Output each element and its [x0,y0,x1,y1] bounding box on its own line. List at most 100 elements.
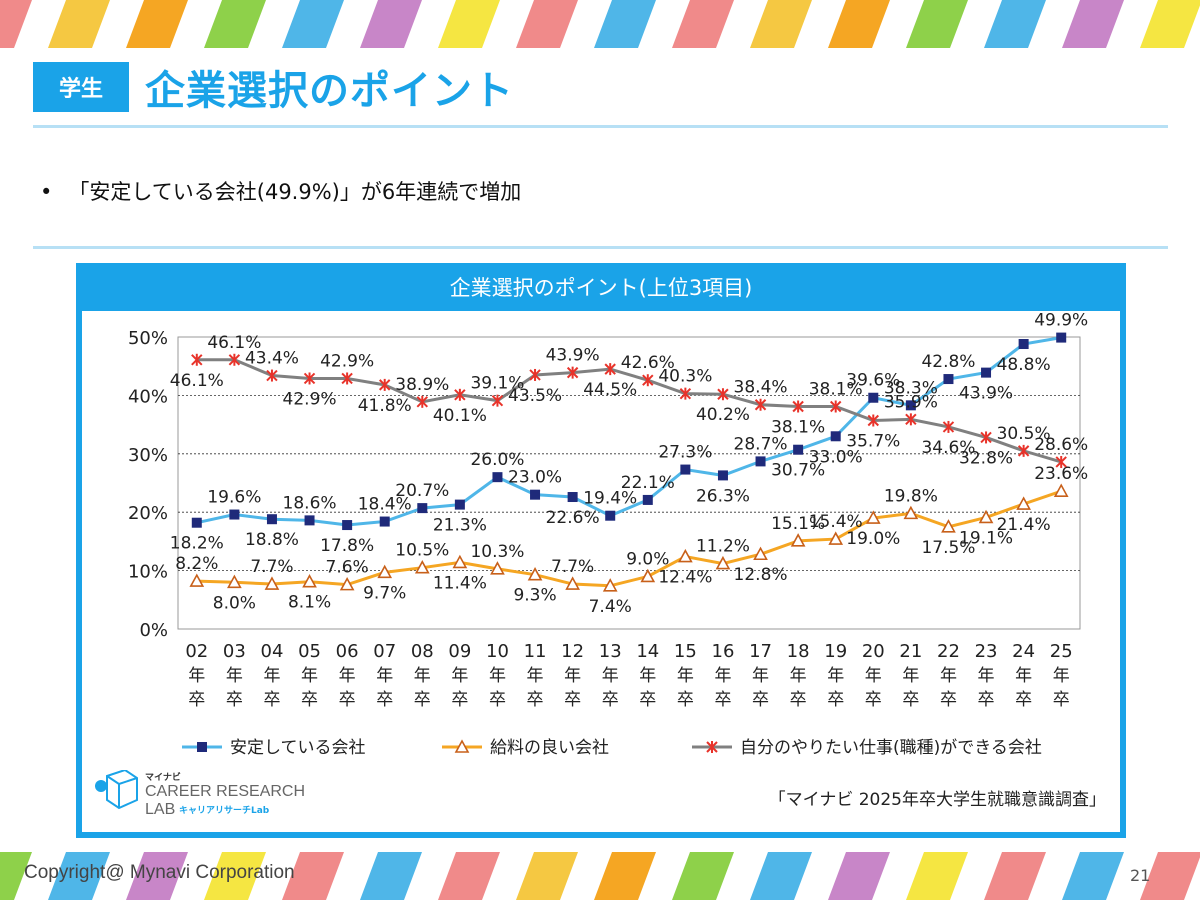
x-tick-suffix: 年 [376,666,393,686]
x-tick-label: 10 [486,641,509,662]
x-tick-suffix: 卒 [489,690,506,710]
x-tick-suffix: 卒 [527,690,544,710]
x-tick-suffix: 卒 [790,690,807,710]
data-label: 46.1% [170,371,224,391]
data-label: 44.5% [583,380,637,400]
data-point [197,742,207,752]
data-label: 10.5% [395,541,449,561]
data-label: 28.6% [1034,435,1088,455]
x-tick-suffix: 年 [940,666,957,686]
x-tick-suffix: 卒 [226,690,243,710]
stripe [906,852,968,900]
stripe [1062,0,1124,48]
data-label: 33.0% [809,447,863,467]
data-point [717,470,728,481]
data-point [227,574,242,589]
data-point [942,420,955,433]
data-point [828,531,844,545]
data-label: 22.6% [546,508,600,528]
data-point [678,548,693,563]
stripe [516,852,578,900]
x-tick-suffix: 年 [978,666,995,686]
x-tick-suffix: 年 [752,666,769,686]
data-label: 9.0% [626,549,669,569]
data-point [754,398,767,411]
stripe [48,852,110,900]
data-label: 43.4% [245,349,299,369]
bullet-mark: • [40,180,53,204]
stripe [594,0,656,48]
data-point [868,392,879,403]
data-point [1017,444,1030,457]
data-label: 18.4% [358,495,412,515]
data-point [905,400,916,411]
career-research-lab-logo: マイナビ CAREER RESEARCH LAB キャリアリサーチLab [95,770,305,818]
x-tick-label: 15 [674,641,697,662]
data-label: 7.4% [589,597,632,617]
x-tick-label: 25 [1050,641,1073,662]
x-tick-label: 12 [561,641,584,662]
stripe [360,852,422,900]
data-point [491,394,504,407]
data-label: 17.5% [921,538,975,558]
series-line [196,489,1062,588]
x-tick-suffix: 卒 [564,690,581,710]
x-tick-label: 21 [899,641,922,662]
data-label: 30.5% [997,424,1051,444]
data-label: 38.9% [395,375,449,395]
data-label: 40.2% [696,405,750,425]
x-tick-suffix: 年 [451,666,468,686]
data-label: 43.9% [959,384,1013,404]
data-point [379,378,391,391]
data-point [264,576,280,590]
data-label: 40.1% [433,406,487,426]
x-tick-suffix: 卒 [865,690,882,710]
stripe [126,852,188,900]
data-point [706,741,718,753]
stripe [438,852,500,900]
legend-label: 給料の良い会社 [490,738,609,758]
data-label: 11.2% [696,537,750,557]
x-tick-label: 08 [411,641,434,662]
stripe [0,852,32,900]
data-point [341,372,353,385]
stripe [1062,852,1124,900]
data-label: 49.9% [1034,311,1088,331]
x-tick-suffix: 卒 [451,690,468,710]
x-tick-label: 04 [261,641,284,662]
data-label: 9.7% [363,583,406,603]
data-label: 8.1% [288,593,331,613]
top-stripe-band [0,0,1200,48]
stripe [750,852,812,900]
data-label: 15.4% [809,512,863,532]
data-point [565,576,580,590]
data-point [642,374,654,387]
data-point [416,395,428,408]
data-label: 38.1% [809,379,863,399]
data-label: 19.0% [846,529,900,549]
x-tick-suffix: 年 [602,666,619,686]
data-point [1016,496,1031,510]
x-tick-suffix: 年 [489,666,506,686]
data-point [1055,455,1067,468]
data-point [342,520,353,531]
data-label: 46.1% [207,333,261,353]
data-point [529,368,541,381]
stripe [672,852,734,900]
data-point [379,516,390,527]
data-point [452,554,468,569]
data-point [980,431,992,444]
x-tick-label: 16 [712,641,735,662]
data-point [339,576,355,591]
data-point [566,366,579,379]
data-label: 23.6% [1034,464,1088,484]
data-label: 38.3% [884,378,938,398]
stripe [984,0,1046,48]
data-point [717,388,729,401]
x-tick-suffix: 卒 [376,690,393,710]
x-tick-label: 09 [448,641,471,662]
data-label: 18.8% [245,530,299,550]
data-point [490,561,505,575]
x-tick-suffix: 卒 [677,690,694,710]
data-point [755,456,766,467]
